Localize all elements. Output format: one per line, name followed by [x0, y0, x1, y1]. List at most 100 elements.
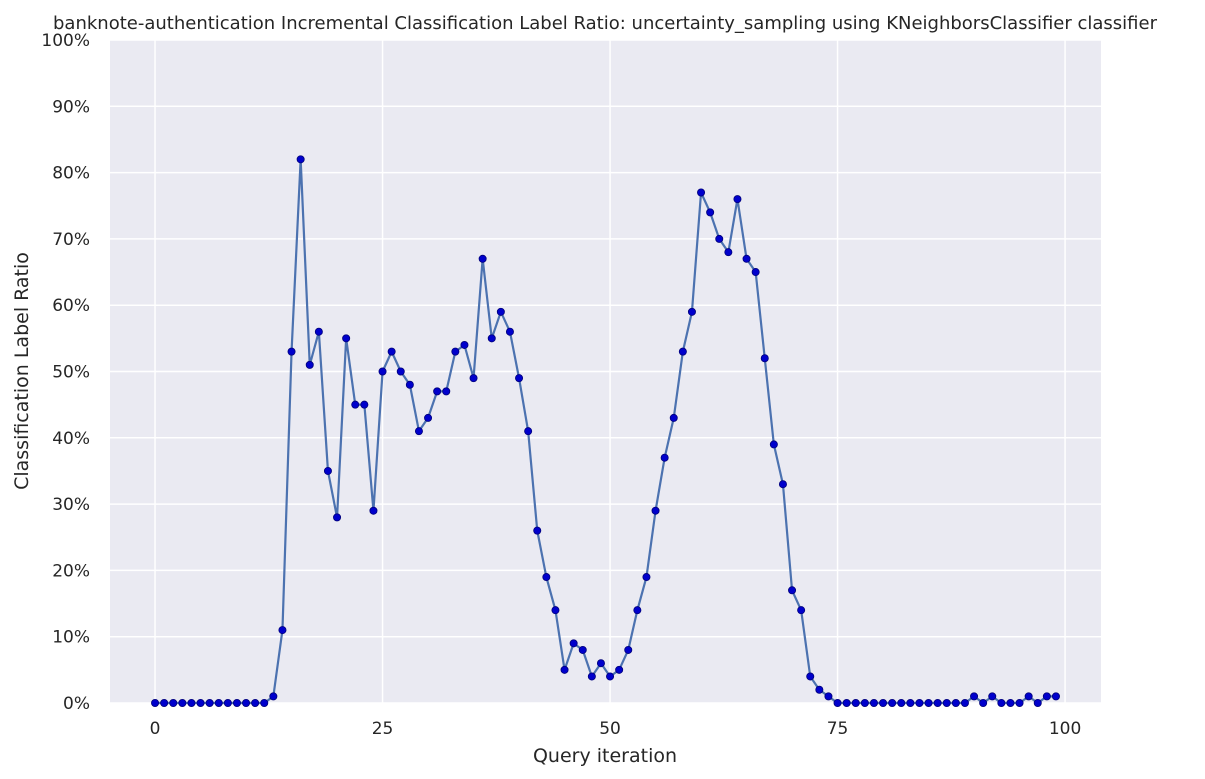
data-point — [888, 699, 897, 708]
data-point — [942, 699, 951, 708]
data-point — [405, 380, 414, 389]
data-point — [960, 699, 969, 708]
data-point — [642, 573, 651, 582]
data-points — [151, 155, 1060, 708]
data-point — [314, 327, 323, 336]
data-point — [769, 440, 778, 449]
data-point — [669, 413, 678, 422]
y-tick-label: 10% — [52, 628, 90, 648]
data-point — [1042, 692, 1051, 701]
data-point — [333, 513, 342, 522]
data-point — [378, 367, 387, 376]
data-point — [697, 188, 706, 197]
y-tick-label: 100% — [41, 31, 90, 51]
data-point — [788, 586, 797, 595]
data-point — [469, 374, 478, 383]
data-point — [323, 466, 332, 475]
data-point — [460, 340, 469, 349]
x-axis-ticks: 0 25 50 75 100 — [150, 719, 1082, 739]
data-point — [833, 699, 842, 708]
data-point — [924, 699, 933, 708]
data-point — [187, 699, 196, 708]
data-point — [305, 360, 314, 369]
data-point — [1015, 699, 1024, 708]
data-point — [915, 699, 924, 708]
data-point — [442, 387, 451, 396]
data-point — [606, 672, 615, 681]
data-point — [897, 699, 906, 708]
y-tick-label: 90% — [52, 97, 90, 117]
data-point — [706, 208, 715, 217]
data-point — [287, 347, 296, 356]
data-point — [533, 526, 542, 535]
y-tick-label: 80% — [52, 164, 90, 184]
data-point — [624, 645, 633, 654]
data-point — [242, 699, 251, 708]
data-point — [615, 665, 624, 674]
data-point — [970, 692, 979, 701]
data-point — [223, 699, 232, 708]
y-tick-label: 20% — [52, 561, 90, 581]
x-axis-label: Query iteration — [533, 745, 677, 767]
data-point — [178, 699, 187, 708]
data-point — [1006, 699, 1015, 708]
data-point — [151, 699, 160, 708]
data-point — [1051, 692, 1060, 701]
data-point — [715, 234, 724, 243]
data-point — [160, 699, 169, 708]
y-axis-label: Classification Label Ratio — [11, 252, 33, 490]
data-point — [205, 699, 214, 708]
data-point — [1024, 692, 1033, 701]
data-point — [424, 413, 433, 422]
data-point — [869, 699, 878, 708]
data-point — [260, 699, 269, 708]
data-point — [387, 347, 396, 356]
data-point — [860, 699, 869, 708]
y-tick-label: 70% — [52, 230, 90, 250]
data-point — [232, 699, 241, 708]
y-tick-label: 50% — [52, 363, 90, 383]
data-point — [515, 374, 524, 383]
data-point — [296, 155, 305, 164]
data-point — [342, 334, 351, 343]
data-point — [505, 327, 514, 336]
data-point — [578, 645, 587, 654]
data-point — [351, 400, 360, 409]
data-point — [596, 659, 605, 668]
data-point — [806, 672, 815, 681]
data-point — [988, 692, 997, 701]
y-tick-label: 60% — [52, 296, 90, 316]
data-point — [660, 453, 669, 462]
data-point — [742, 254, 751, 263]
data-point — [451, 347, 460, 356]
data-point — [879, 699, 888, 708]
x-tick-label: 100 — [1049, 719, 1081, 739]
y-axis-ticks: 0% 10% 20% 30% 40% 50% 60% 70% 80% 90% 100% — [41, 31, 90, 714]
data-point — [997, 699, 1006, 708]
data-point — [651, 506, 660, 515]
x-tick-label: 50 — [599, 719, 621, 739]
data-point — [524, 427, 533, 436]
data-point — [251, 699, 260, 708]
x-tick-label: 75 — [827, 719, 849, 739]
y-tick-label: 0% — [63, 694, 90, 714]
grid — [110, 39, 1101, 704]
x-tick-label: 25 — [372, 719, 394, 739]
data-point — [687, 307, 696, 316]
data-point — [678, 347, 687, 356]
data-point — [414, 427, 423, 436]
data-point — [933, 699, 942, 708]
x-tick-label: 0 — [150, 719, 161, 739]
data-point — [815, 685, 824, 694]
y-tick-label: 30% — [52, 495, 90, 515]
data-point — [542, 573, 551, 582]
data-point — [214, 699, 223, 708]
data-point — [1033, 699, 1042, 708]
y-tick-label: 40% — [52, 429, 90, 449]
data-point — [724, 248, 733, 257]
data-point — [269, 692, 278, 701]
data-point — [797, 606, 806, 615]
data-point — [487, 334, 496, 343]
data-point — [842, 699, 851, 708]
